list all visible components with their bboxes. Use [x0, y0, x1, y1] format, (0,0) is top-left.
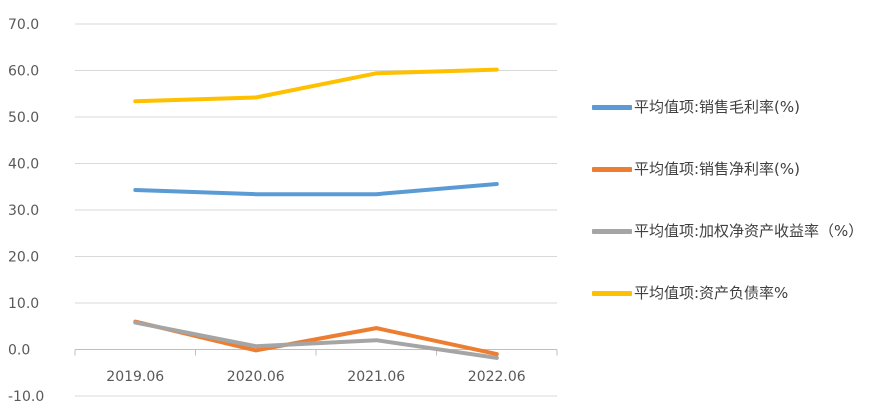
legend-label: 平均值项:资产负债率%	[634, 284, 789, 302]
legend-item: 平均值项:加权净资产收益率（%）	[592, 220, 882, 282]
y-axis-tick-labels: 70.0 60.0 50.0 40.0 30.0 20.0 10.0 0.0 -10.0	[8, 17, 44, 405]
legend-item: 平均值项:销售净利率(%)	[592, 158, 882, 220]
y-tick-label: 20.0	[8, 250, 39, 266]
legend-label: 平均值项:加权净资产收益率（%）	[634, 222, 864, 240]
legend-item: 平均值项:资产负债率%	[592, 282, 882, 344]
y-tick-label: 50.0	[8, 110, 39, 126]
x-tick-label: 2019.06	[106, 369, 164, 385]
y-tick-label: 30.0	[8, 203, 39, 219]
legend-item: 平均值项:销售毛利率(%)	[592, 96, 882, 158]
series-line-4	[133, 67, 499, 104]
series-line-1	[133, 182, 499, 197]
line-chart: 70.0 60.0 50.0 40.0 30.0 20.0 10.0 0.0 -10.0 201…	[8, 17, 558, 405]
legend-label: 平均值项:销售毛利率(%)	[634, 98, 801, 116]
x-axis-tick-labels: 2019.06 2020.06 2021.06 2022.06	[106, 369, 525, 385]
y-tick-label: 10.0	[8, 296, 39, 312]
x-tick-label: 2020.06	[227, 369, 285, 385]
series-lines	[133, 67, 499, 360]
legend-swatch	[592, 229, 632, 234]
y-tick-label: -10.0	[8, 389, 44, 405]
series-line-3	[133, 320, 499, 360]
y-tick-label: 70.0	[8, 17, 39, 33]
x-tick-label: 2022.06	[468, 369, 526, 385]
gridlines	[75, 23, 557, 397]
legend-swatch	[592, 291, 632, 296]
y-tick-label: 0.0	[8, 343, 30, 359]
legend-label: 平均值项:销售净利率(%)	[634, 160, 801, 178]
y-tick-label: 60.0	[8, 64, 39, 80]
x-tick-label: 2021.06	[347, 369, 405, 385]
legend-swatch	[592, 105, 632, 110]
y-tick-label: 40.0	[8, 157, 39, 173]
legend-swatch	[592, 167, 632, 172]
legend: 平均值项:销售毛利率(%) 平均值项:销售净利率(%) 平均值项:加权净资产收益率（…	[592, 96, 882, 344]
